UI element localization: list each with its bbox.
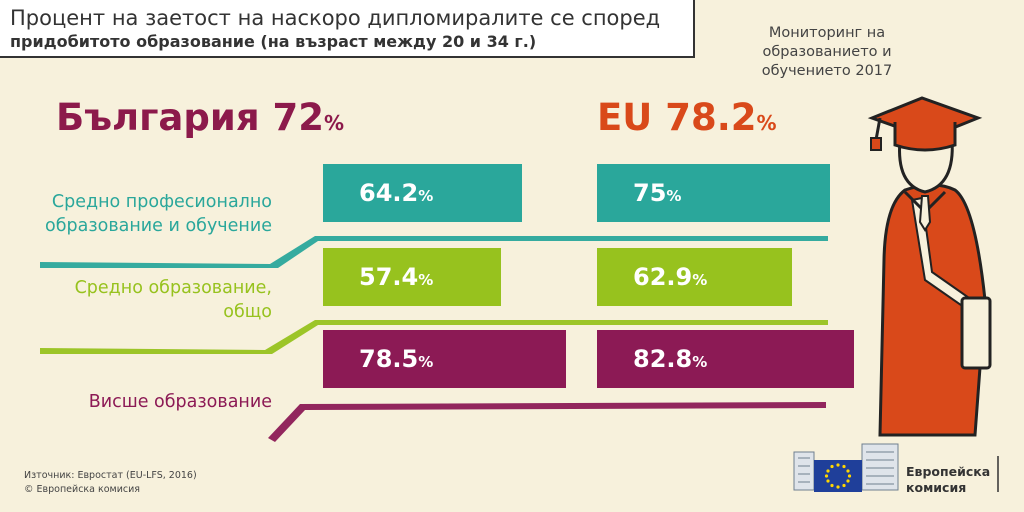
bar-eu-general: 62.9% [597, 248, 792, 306]
tie [918, 195, 932, 232]
tassel-end [870, 137, 882, 151]
category-vocational: Средно професионално образование и обуче… [45, 190, 272, 238]
eu-headline: EU 78.2% [597, 96, 777, 145]
bulgaria-value: 72 [272, 96, 324, 139]
bar-eu-vocational: 75% [597, 164, 830, 222]
value-eu-vocational: 75% [633, 179, 682, 207]
monitor-line1: Мониторинг на [768, 25, 886, 41]
source-note: Източник: Евростат (EU-LFS, 2016) © Евро… [24, 469, 197, 497]
cap-base [893, 122, 957, 152]
folder [960, 296, 992, 370]
monitor-label: Мониторинг на образованието и обучението… [752, 24, 902, 81]
category-general-line1: Средно образование, [74, 278, 272, 298]
category-higher-line1: Висше образование [88, 392, 272, 412]
ec-name-line1: Европейска [906, 464, 991, 479]
eu-flag-stars [824, 463, 852, 489]
ec-name: Европейска комисия [906, 464, 990, 496]
category-general: Средно образование, общо [75, 276, 272, 324]
category-higher: Висше образование [89, 390, 272, 414]
category-general-line2: общо [223, 302, 272, 322]
eu-percent: % [756, 111, 777, 135]
berlaymont-building [793, 443, 899, 491]
title-box: Процент на заетост на наскоро дипломирал… [0, 0, 695, 58]
value-eu-general: 62.9% [633, 263, 708, 291]
vocational-stroke [40, 236, 828, 268]
bar-bulgaria-higher: 78.5% [323, 330, 566, 388]
face [898, 138, 954, 194]
bulgaria-headline: България 72% [56, 96, 344, 145]
bar-bulgaria-vocational: 64.2% [323, 164, 522, 222]
title-line2: придобитото образование (на възраст межд… [10, 32, 537, 51]
bulgaria-percent: % [323, 111, 345, 135]
monitor-line2: образованието и [762, 44, 892, 60]
eu-value: 78.2 [665, 96, 757, 139]
value-bulgaria-higher: 78.5% [359, 345, 434, 373]
value-bulgaria-vocational: 64.2% [359, 179, 434, 207]
bulgaria-label: България [56, 96, 260, 139]
source-line2: © Европейска комисия [24, 484, 140, 495]
value-eu-higher: 82.8% [633, 345, 708, 373]
title-line1: Процент на заетост на наскоро дипломирал… [10, 6, 661, 30]
ec-name-line2: комисия [906, 480, 967, 495]
category-vocational-line1: Средно професионално [51, 192, 272, 212]
tassel [874, 117, 882, 141]
value-bulgaria-general: 57.4% [359, 263, 434, 291]
bar-eu-higher: 82.8% [597, 330, 854, 388]
higher-stroke [268, 402, 826, 442]
category-vocational-line2: образование и обучение [44, 216, 272, 236]
bar-bulgaria-general: 57.4% [323, 248, 501, 306]
monitor-line3: обучението 2017 [761, 63, 893, 79]
general-stroke [40, 320, 828, 354]
eu-label: EU [597, 96, 653, 139]
source-line1: Източник: Евростат (EU-LFS, 2016) [24, 470, 197, 481]
